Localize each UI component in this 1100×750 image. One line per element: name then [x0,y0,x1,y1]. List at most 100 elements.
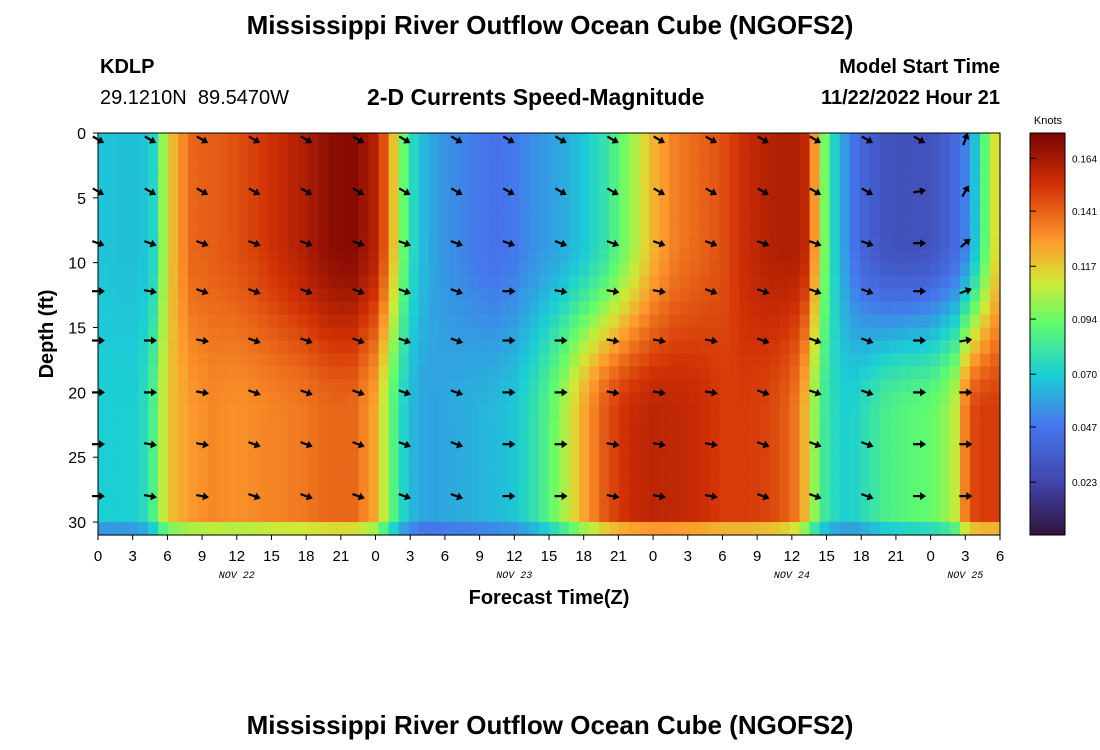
vector-head [659,336,666,345]
chart-area: 0 3 6 9 12 15 18 21 0 3 6 9 12 15 18 21 0 3 6 9 12 15 18 21 0 3 6N… [36,115,1097,609]
heatmap-cell [829,483,841,497]
heatmap-cell [98,184,109,199]
heatmap-cell [408,405,420,419]
heatmap-cell [919,366,931,380]
heatmap-cell [769,223,781,238]
heatmap-cell [458,210,470,225]
current-vector [959,238,971,248]
heatmap-cell [789,405,801,419]
heatmap-cell [258,496,269,510]
heatmap-cell [619,133,630,147]
heatmap-cell [168,288,179,303]
heatmap-cell [158,405,169,419]
heatmap-cell [769,470,781,484]
heatmap-cell [458,288,470,303]
heatmap-cell [659,288,670,303]
heatmap-cell [629,483,640,497]
heatmap-cell [839,483,851,497]
current-vector [860,239,874,248]
heatmap-cell [228,431,239,445]
heatmap-cell [799,210,811,225]
heatmap-cell [579,509,590,523]
heatmap-cell [559,327,570,342]
heatmap-cell [188,366,199,380]
heatmap-cell [418,288,430,303]
heatmap-cell [919,145,931,160]
heatmap-cell [158,249,169,264]
heatmap-cell [528,158,540,173]
heatmap-cell [669,509,680,523]
vector-head [357,440,365,449]
heatmap-cell [388,470,400,484]
heatmap-cell [639,483,650,497]
current-vector [502,287,516,296]
heatmap-cell [629,184,640,199]
heatmap-cell [889,288,901,303]
heatmap-cell [248,379,259,393]
heatmap-cell [639,327,650,342]
heatmap-cell [128,444,139,458]
heatmap-cell [158,133,169,147]
heatmap-cell [218,197,229,212]
heatmap-cell [98,379,109,393]
heatmap-cell [338,301,350,316]
heatmap-cell [478,522,490,536]
heatmap-cell [218,249,229,264]
vector-head [202,388,209,397]
heatmap-cell [398,158,410,173]
heatmap-cell [258,184,269,199]
heatmap-cell [909,470,921,484]
vector-head [561,388,568,397]
heatmap-cell [128,133,139,147]
heatmap-cell [629,522,640,536]
colorbar-tick-label: 0.023 [1072,478,1097,489]
heatmap-cell [909,288,921,303]
heatmap-cell [579,301,590,316]
heatmap-cell [829,366,841,380]
heatmap-cell [408,262,420,277]
heatmap-cell [749,522,761,536]
heatmap-cell [268,353,279,368]
heatmap-cell [348,184,360,199]
heatmap-cell [719,470,730,484]
heatmap-cell [538,353,550,368]
heatmap-cell [258,444,269,458]
heatmap-cell [919,522,931,536]
heatmap-cell [478,275,490,290]
heatmap-cell [208,236,219,251]
heatmap-cell [899,210,911,225]
heatmap-cell [979,171,991,186]
heatmap-cell [528,145,540,160]
heatmap-cell [959,457,971,471]
heatmap-cell [869,275,881,290]
heatmap-cell [248,171,259,186]
heatmap-cell [188,392,199,406]
heatmap-cell [749,145,761,160]
heatmap-cell [589,210,600,225]
heatmap-cell [909,366,921,380]
heatmap-cell [118,340,129,355]
heatmap-cell [138,171,149,186]
heatmap-cell [498,158,510,173]
heatmap-cell [899,288,911,303]
heatmap-cell [438,496,450,510]
heatmap-cell [849,366,861,380]
heatmap-cell [128,171,139,186]
heatmap-cell [238,457,249,471]
heatmap-cell [168,418,179,432]
heatmap-cell [929,223,941,238]
heatmap-cell [218,483,229,497]
current-vector [606,440,620,449]
heatmap-cell [248,483,259,497]
heatmap-cell [238,171,249,186]
heatmap-cell [188,327,199,342]
heatmap-cell [158,158,169,173]
current-vector [861,135,874,144]
heatmap-cell [228,262,239,277]
heatmap-cell [609,197,620,212]
heatmap-cell [789,314,801,329]
heatmap-cell [959,483,971,497]
heatmap-cell [268,197,279,212]
colorbar-tick-label: 0.070 [1072,370,1097,381]
heatmap-cell [128,327,139,342]
